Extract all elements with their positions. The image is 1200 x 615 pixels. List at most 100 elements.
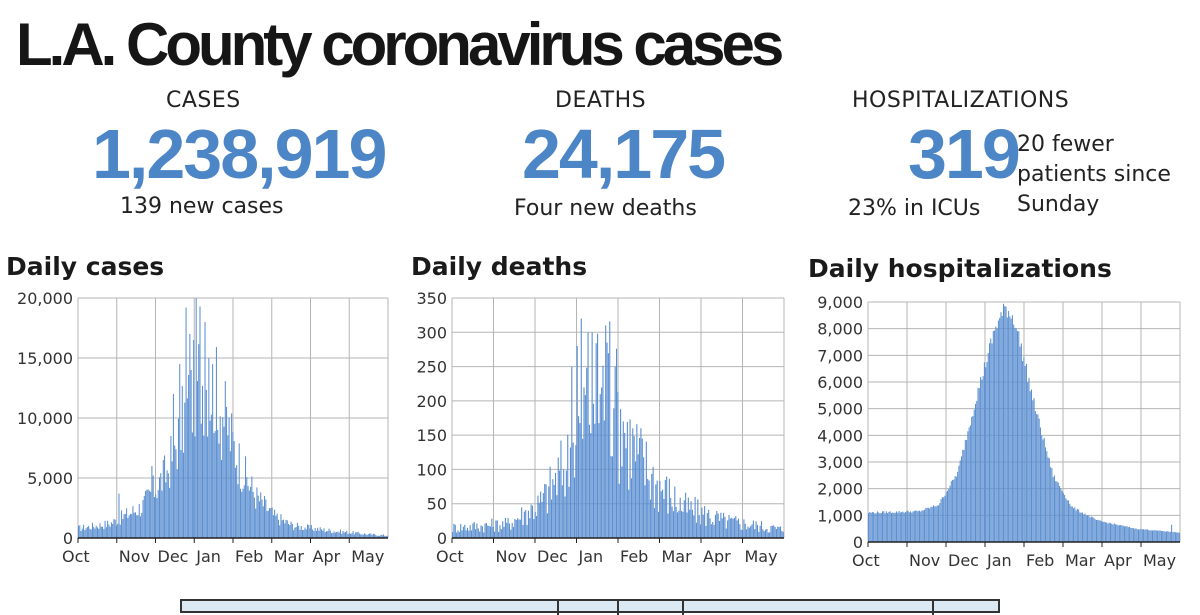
bar — [200, 423, 202, 538]
bar — [329, 530, 331, 538]
bar — [1134, 528, 1136, 542]
bar — [464, 524, 466, 538]
bar — [484, 523, 486, 538]
bar — [272, 515, 274, 538]
bar — [458, 531, 460, 538]
bar — [912, 511, 914, 542]
bar — [1025, 363, 1027, 542]
bar — [884, 513, 886, 542]
bar — [1107, 523, 1109, 542]
bar — [381, 535, 383, 538]
bar — [231, 413, 233, 538]
bar — [537, 495, 539, 538]
bar — [718, 520, 721, 538]
bar — [929, 508, 931, 542]
bar — [223, 426, 225, 538]
bar — [123, 514, 125, 538]
bar — [456, 532, 458, 538]
bar — [968, 427, 970, 542]
bar — [632, 428, 634, 538]
bar — [640, 428, 642, 538]
bar — [167, 473, 169, 538]
bar — [119, 524, 121, 538]
bar — [739, 524, 741, 538]
bar — [747, 526, 749, 538]
bar — [469, 525, 471, 538]
bar — [308, 525, 310, 538]
bar — [519, 519, 521, 538]
bar — [133, 512, 135, 538]
chart-title-cases: Daily cases — [6, 252, 165, 281]
hospitalizations-label: HOSPITALIZATIONS — [852, 88, 1070, 113]
bar — [974, 403, 977, 542]
bar — [922, 510, 924, 542]
bar — [1109, 523, 1111, 542]
bar — [1123, 526, 1126, 542]
bar — [527, 510, 529, 538]
bar — [945, 492, 947, 542]
bar — [113, 519, 115, 538]
bar — [385, 535, 387, 538]
bar — [310, 524, 312, 538]
bar — [704, 506, 706, 538]
bar — [976, 400, 978, 542]
bar — [946, 490, 948, 542]
y-tick-label: 9,000 — [817, 293, 863, 312]
bar — [1011, 315, 1013, 542]
bar — [1132, 528, 1134, 542]
bar — [376, 535, 378, 538]
bar — [264, 496, 266, 538]
bar — [1121, 525, 1123, 542]
bar — [487, 525, 489, 538]
bar — [78, 525, 80, 538]
bar — [1125, 526, 1127, 542]
bar — [1059, 485, 1061, 542]
bar — [670, 498, 672, 538]
bar — [569, 447, 571, 538]
bar — [523, 511, 525, 538]
bar — [1113, 523, 1115, 542]
bar — [1048, 458, 1050, 542]
bar — [274, 509, 276, 538]
bar — [367, 534, 369, 538]
y-tick-label: 100 — [416, 460, 447, 479]
bar — [641, 438, 643, 538]
bar — [1053, 475, 1055, 542]
bar — [499, 525, 501, 538]
bar — [1089, 517, 1091, 542]
bar — [1023, 356, 1025, 542]
bar — [879, 513, 881, 542]
bar — [84, 530, 86, 538]
bar — [896, 511, 898, 542]
bar — [885, 511, 887, 542]
bar — [454, 524, 456, 538]
bar — [171, 461, 173, 538]
bar — [512, 526, 515, 538]
bar — [320, 529, 322, 538]
bar — [695, 522, 698, 538]
bar — [247, 485, 249, 538]
bar — [629, 419, 631, 538]
bar — [80, 531, 82, 538]
bar — [209, 420, 211, 538]
bar — [341, 533, 343, 538]
bar — [507, 517, 509, 538]
bar — [659, 480, 661, 538]
bar — [465, 530, 467, 538]
bar — [1104, 522, 1106, 542]
bar — [265, 499, 267, 538]
bar — [495, 520, 497, 538]
bar — [662, 489, 664, 538]
bar — [1177, 532, 1179, 542]
bar — [728, 515, 730, 538]
bar — [277, 519, 279, 538]
bar — [1131, 527, 1133, 542]
bar — [683, 500, 685, 538]
bar — [1042, 439, 1044, 542]
bar — [536, 516, 538, 538]
bar — [207, 436, 209, 538]
y-tick-label: 300 — [416, 323, 447, 342]
bar — [687, 497, 689, 538]
bar — [236, 465, 238, 538]
bar — [686, 512, 688, 538]
